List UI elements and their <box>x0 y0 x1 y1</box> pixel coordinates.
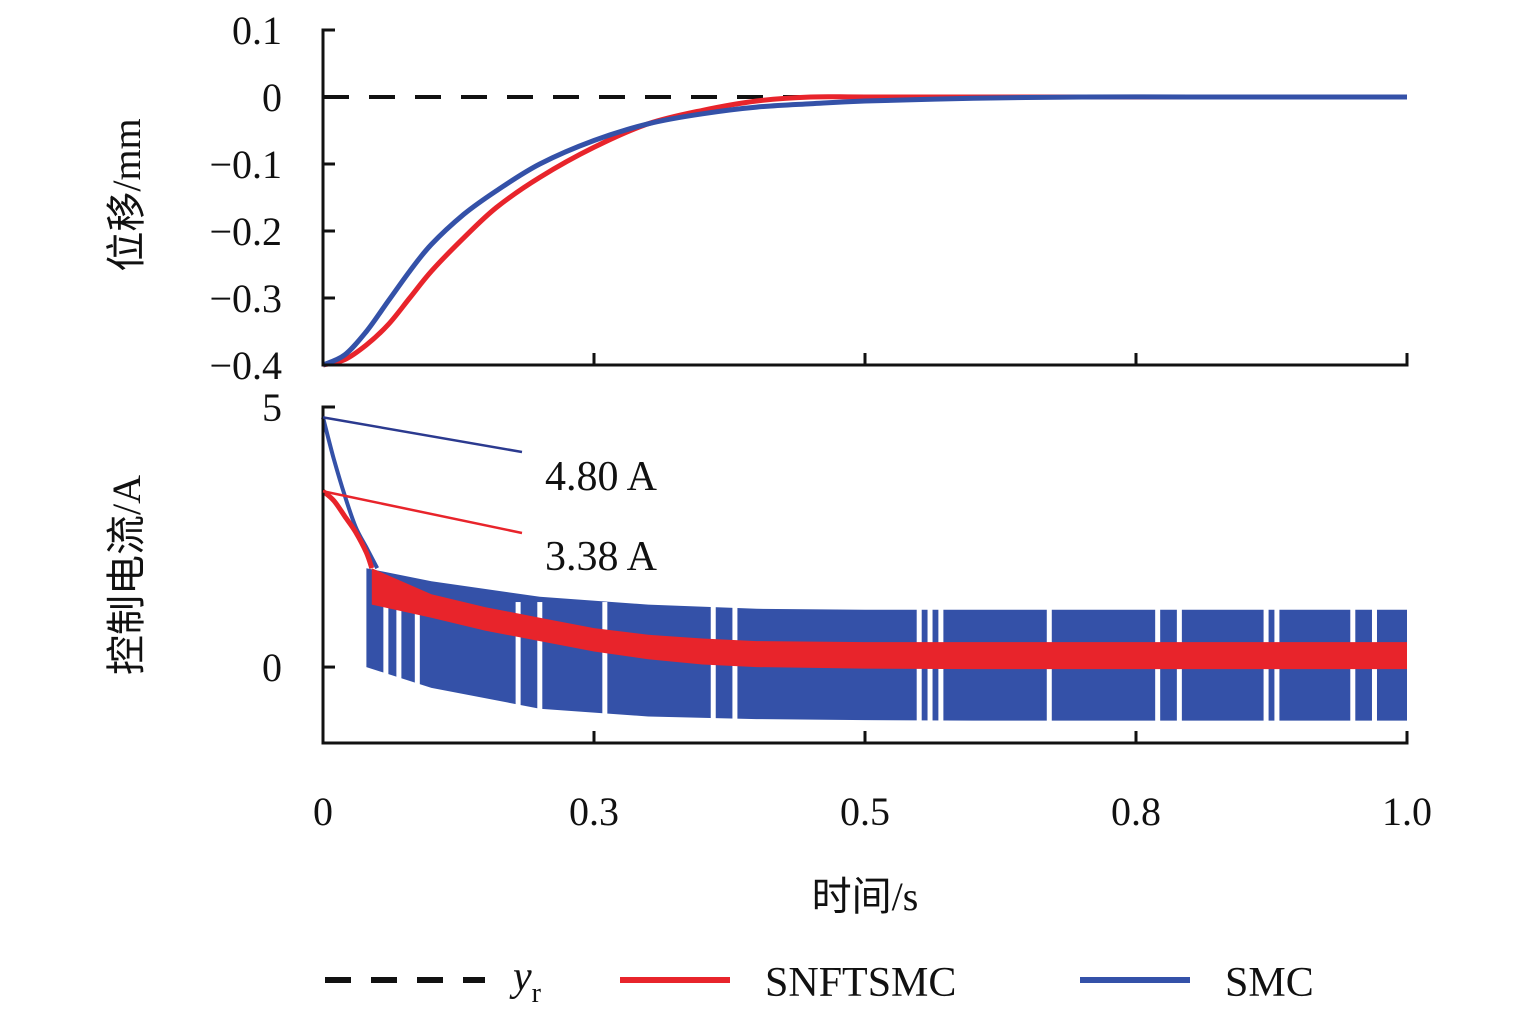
legend: yr SNFTSMC SMC <box>325 954 1314 1009</box>
y-tick-label: 0.1 <box>232 8 282 53</box>
y-tick-label: −0.3 <box>209 276 282 321</box>
smc-band-gap <box>602 602 607 724</box>
y-tick-label: −0.4 <box>209 343 282 388</box>
y-tick-label: −0.1 <box>209 142 282 187</box>
series-line-smc <box>323 97 1407 365</box>
annotation-label: 3.38 A <box>545 534 658 580</box>
series-line-snftsmc <box>323 97 1407 365</box>
chart-figure: 0.1 0 −0.1 −0.2 −0.3 −0.4 位移/mm 5 0 0 0.3 0.5 0.8 1… <box>0 0 1535 1023</box>
smc-band-gap <box>396 602 401 724</box>
current-y-axis-title: 控制电流/A <box>104 475 149 675</box>
x-axis-title: 时间/s <box>812 874 919 919</box>
x-tick-label: 0.8 <box>1111 789 1161 834</box>
displacement-plot: 0.1 0 −0.1 −0.2 −0.3 −0.4 位移/mm <box>104 8 1407 388</box>
legend-label-yr: yr <box>509 954 542 1009</box>
annotation-leader-line <box>323 417 522 452</box>
y-tick-label: 0 <box>262 645 282 690</box>
y-tick-label: 0 <box>262 75 282 120</box>
displacement-y-axis-title: 位移/mm <box>104 118 149 271</box>
x-tick-label: 0.5 <box>840 789 890 834</box>
legend-label-snftsmc: SNFTSMC <box>765 960 956 1006</box>
y-tick-label: 5 <box>262 385 282 430</box>
x-tick-label: 0.3 <box>569 789 619 834</box>
x-tick-label: 1.0 <box>1382 789 1432 834</box>
legend-label-smc: SMC <box>1225 960 1314 1006</box>
smc-band-gap <box>383 602 388 724</box>
y-tick-label: −0.2 <box>209 209 282 254</box>
control-current-plot: 5 0 0 0.3 0.5 0.8 1.0 控制电流/A 时间/s 4.80 A 3.38 A <box>104 385 1432 919</box>
smc-band-gap <box>415 602 420 724</box>
x-tick-label: 0 <box>313 789 333 834</box>
annotation-label: 4.80 A <box>545 454 658 500</box>
